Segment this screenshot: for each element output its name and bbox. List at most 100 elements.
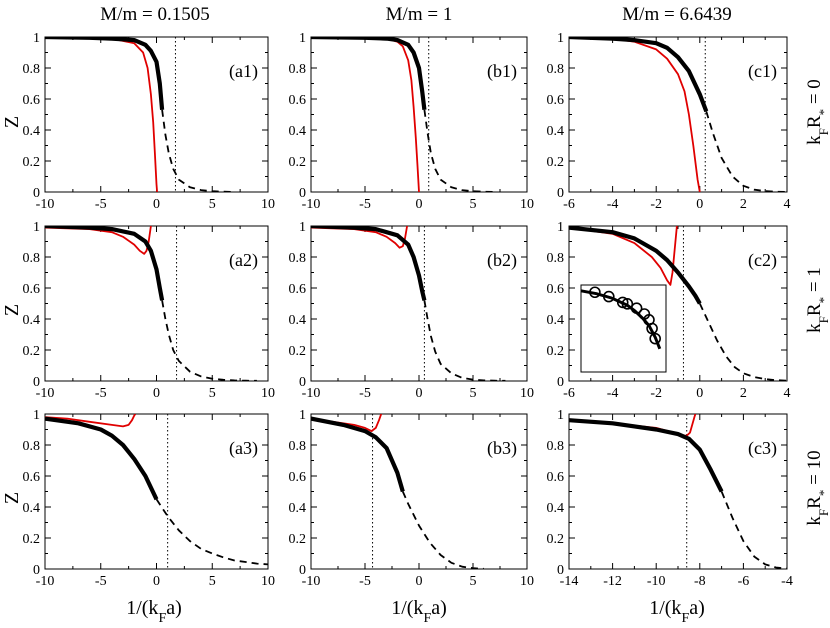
- series-dashed-line: [155, 498, 268, 566]
- series-dashed-line: [401, 491, 484, 569]
- panel-b3: 0 0.2 0.4 0.6 0.8 1 -10 -5 0 5 10 (b3): [289, 408, 535, 589]
- series-thick-line: [311, 416, 405, 493]
- inset-data-point: [616, 296, 629, 309]
- y-tick-label: 1: [33, 31, 40, 46]
- y-tick-label: 0: [557, 186, 564, 201]
- y-tick-label: 0.2: [289, 532, 307, 547]
- y-tick-label: 0.2: [547, 155, 565, 170]
- series-group: [569, 414, 787, 569]
- y-tick-label: 0: [33, 375, 40, 390]
- panel-label: (b1): [487, 61, 517, 82]
- panel-b1: 0 0.2 0.4 0.6 0.8 1 -10 -5 0 5 10 (b1): [289, 31, 535, 212]
- inset-data-point: [603, 290, 615, 303]
- y-tick-label: 0.6: [289, 93, 307, 108]
- y-tick-label: 0.6: [547, 93, 565, 108]
- column-title-1: M/m = 0.1505: [100, 4, 209, 25]
- y-tick-label: 1: [557, 31, 564, 46]
- y-tick-label: 0.4: [289, 501, 307, 516]
- y-axis-title-row-1: Z: [1, 116, 23, 128]
- x-tick-label: 0: [416, 197, 423, 212]
- panel-label: (b3): [487, 438, 517, 459]
- panel-label: (a1): [229, 61, 258, 82]
- panel-label: (a3): [229, 438, 258, 459]
- x-tick-label: 0: [153, 386, 160, 401]
- series-dashed-line: [705, 111, 787, 192]
- x-tick-label: 0: [153, 574, 160, 589]
- series-thick-line: [45, 226, 165, 301]
- inset-data-point: [649, 332, 661, 345]
- y-tick-label: 0.8: [289, 439, 307, 454]
- inset-data-point: [589, 286, 601, 299]
- series-dashed-line: [161, 300, 257, 381]
- x-tick-label: -10: [302, 574, 321, 589]
- y-tick-label: 0.6: [23, 282, 41, 297]
- series-dashed-line: [161, 109, 235, 192]
- x-tick-label: -5: [359, 197, 371, 212]
- inset-data-point: [621, 298, 634, 310]
- y-tick-label: 0.4: [547, 313, 565, 328]
- series-thick-line: [569, 226, 702, 305]
- x-tick-label: 5: [209, 574, 216, 589]
- column-title-2: M/m = 1: [386, 4, 453, 25]
- x-tick-label: 10: [520, 197, 534, 212]
- row-title-2: kFR* = 1: [804, 267, 830, 333]
- x-tick-label: 10: [261, 197, 275, 212]
- y-tick-label: 1: [299, 31, 306, 46]
- panel-label: (c2): [748, 250, 777, 271]
- y-tick-label: 1: [557, 408, 564, 423]
- y-tick-label: 0.6: [289, 282, 307, 297]
- panels-group: 00.20.40.60.81-10 -5 0 5 10(a1)00.20.40.60.8…: [23, 31, 793, 589]
- inset-data-point: [646, 322, 658, 335]
- panel-a2: 0 0.2 0.4 0.6 0.8 1 -10 -5 0 5 10 (a2): [23, 220, 276, 401]
- y-tick-label: 0.8: [289, 62, 307, 77]
- x-tick-label: -5: [95, 197, 107, 212]
- x-tick-label: 0: [696, 386, 703, 401]
- y-tick-label: 1: [299, 220, 306, 235]
- y-tick-label: 0.6: [547, 282, 565, 297]
- inset-data-point: [630, 302, 643, 315]
- panel-label: (c3): [748, 438, 777, 459]
- x-tick-label: -5: [359, 574, 371, 589]
- panel-a1: 0 0.2 0.4 0.6 0.8 1 -10 -5 0 5 10 (a1): [23, 31, 276, 212]
- x-tick-label: 10: [261, 386, 275, 401]
- series-dashed-line: [423, 300, 506, 381]
- y-axis-title-row-3: Z: [1, 492, 23, 504]
- x-tick-label: -2: [650, 197, 662, 212]
- series-thick-line: [311, 226, 427, 301]
- x-tick-label: -10: [302, 386, 321, 401]
- panel-a3: 0 0.2 0.4 0.6 0.8 1 -10 -5 0 5 10 (a3): [23, 408, 276, 589]
- y-tick-label: 0.2: [289, 155, 307, 170]
- x-tick-label: -10: [36, 574, 55, 589]
- series-thick-line: [45, 37, 165, 110]
- x-tick-label: 4: [784, 197, 791, 212]
- series-group: [45, 226, 257, 381]
- y-tick-label: 1: [299, 408, 306, 423]
- series-red-line: [45, 37, 158, 192]
- series-group: [569, 37, 787, 192]
- x-tick-label: 10: [520, 386, 534, 401]
- panel-c1: 0 0.2 0.4 0.6 0.8 1 -6 -4 -2 0 2 4 (c1): [547, 31, 791, 212]
- x-axis-title-2: 1/(kFa): [391, 597, 447, 626]
- x-tick-label: -4: [781, 574, 793, 589]
- y-tick-label: 0.8: [547, 62, 565, 77]
- y-tick-label: 1: [33, 408, 40, 423]
- x-tick-label: 0: [153, 197, 160, 212]
- y-tick-label: 0.4: [23, 501, 41, 516]
- series-group: [45, 414, 268, 566]
- y-tick-label: 0.6: [289, 470, 307, 485]
- panel-c2: 0 0.2 0.4 0.6 0.8 1 -6 -4 -2 0 2 4 (c2): [547, 220, 791, 401]
- series-group: [569, 226, 787, 381]
- panel-c3: 0 0.2 0.4 0.6 0.8 1 -14 -12 -10 -8 -6 -4 (c3): [547, 408, 793, 589]
- y-tick-label: 0.6: [23, 93, 41, 108]
- series-thick-line: [569, 37, 709, 113]
- y-tick-label: 1: [33, 220, 40, 235]
- y-tick-label: 0.8: [289, 251, 307, 266]
- series-group: [45, 37, 235, 192]
- series-dashed-line: [423, 109, 495, 192]
- y-tick-label: 0.2: [23, 532, 41, 547]
- x-tick-label: -14: [560, 574, 579, 589]
- x-tick-label: -5: [359, 386, 371, 401]
- x-tick-label: -5: [95, 574, 107, 589]
- y-tick-label: 0.8: [23, 439, 41, 454]
